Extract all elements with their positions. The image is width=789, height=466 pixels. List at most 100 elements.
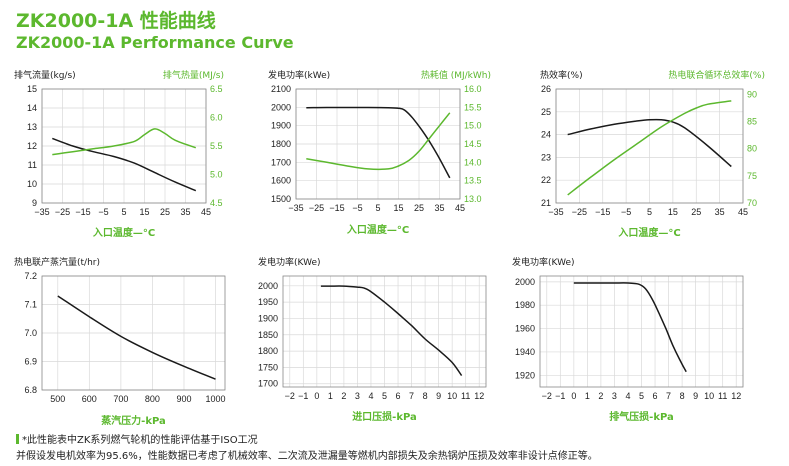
chart-1-y2-axis-label: 排气热量(MJ/s): [163, 69, 224, 81]
footnote-text-1: *此性能表中ZK系列燃气轮机的性能评估基于ISO工况: [22, 435, 258, 446]
chart-3-y2-tick-label: 75: [747, 171, 757, 181]
chart-5-x-tick-label: 0: [314, 391, 319, 401]
chart-3-y2-tick-label: 70: [747, 198, 757, 208]
chart-2-y-tick-label: 2100: [271, 84, 291, 94]
chart-1-x-tick-label: 15: [139, 207, 149, 217]
chart-6-series-1-line: [573, 282, 687, 373]
chart-5-series-1-line: [320, 285, 463, 377]
chart-2-y2-tick-label: 14.0: [464, 157, 482, 167]
footnote-line-1: *此性能表中ZK系列燃气轮机的性能评估基于ISO工况: [16, 431, 258, 446]
chart-1-y-axis-label: 排气流量(kg/s): [14, 69, 76, 81]
chart-6-x-tick-label: 4: [625, 391, 630, 401]
chart-2-y2-tick-label: 15.5: [464, 102, 482, 112]
chart-3-plot-frame: [555, 88, 744, 204]
chart-5-y-tick-label: 1750: [258, 362, 278, 372]
chart-6-x-tick-label: −2: [542, 391, 552, 401]
chart-2-x-tick-label: 35: [434, 203, 444, 213]
chart-4-y-tick-label: 6.9: [24, 357, 37, 367]
chart-2-x-tick-label: 45: [455, 203, 465, 213]
chart-6-x-tick-label: 6: [653, 391, 658, 401]
chart-2-y-tick-label: 1700: [271, 157, 291, 167]
chart-1-x-tick-label: −15: [75, 207, 90, 217]
chart-2-x-tick-label: −25: [309, 203, 324, 213]
chart-3-y2-tick-label: 90: [747, 89, 757, 99]
chart-5-x-tick-label: 8: [423, 391, 428, 401]
chart-3-y-tick-label: 25: [541, 107, 551, 117]
chart-6-y-tick-label: 1940: [515, 347, 535, 357]
chart-4-x-tick-label: 700: [113, 394, 128, 404]
chart-2-y-axis-label: 发电功率(kWe): [268, 69, 330, 81]
chart-5-plot-frame: [282, 275, 487, 388]
chart-5-x-tick-label: 12: [474, 391, 484, 401]
chart-3-x-tick-label: 15: [668, 207, 678, 217]
chart-6-y-axis-label: 发电功率(KWe): [512, 256, 575, 268]
chart-2-x-tick-label: −5: [352, 203, 362, 213]
chart-3-y-axis-label: 热效率(%): [540, 69, 583, 81]
chart-6-y-tick-label: 2000: [515, 277, 535, 287]
chart-4-y-tick-label: 7.0: [24, 328, 37, 338]
chart-1-y-tick-label: 14: [27, 103, 37, 113]
chart-1-y-tick-label: 15: [27, 84, 37, 94]
chart-6-x-tick-label: 2: [598, 391, 603, 401]
chart-5-x-tick-label: 5: [382, 391, 387, 401]
chart-1-series-2-line: [52, 128, 197, 156]
chart-4-x-tick-label: 500: [50, 394, 65, 404]
chart-1-y2-tick-label: 5.0: [210, 170, 223, 180]
chart-2-y-tick-label: 1900: [271, 121, 291, 131]
chart-3-y2-axis-label: 热电联合循环总效率(%): [668, 69, 765, 81]
page-title-en: ZK2000-1A Performance Curve: [16, 33, 294, 52]
chart-6-y-tick-label: 1980: [515, 300, 535, 310]
footnote-marker: [16, 434, 19, 444]
chart-1-x-tick-label: −5: [98, 207, 108, 217]
chart-4-y-tick-label: 7.1: [24, 300, 37, 310]
chart-3-x-tick-label: −35: [548, 207, 563, 217]
chart-5-x-tick-label: 11: [461, 391, 470, 401]
chart-3-series-1-line: [567, 118, 732, 168]
chart-6-y-tick-label: 1960: [515, 324, 535, 334]
chart-1-series-1-line: [52, 137, 197, 192]
chart-2-y2-tick-label: 13.0: [464, 194, 482, 204]
chart-5-x-tick-label: 4: [368, 391, 373, 401]
chart-4-y-axis-label: 热电联产蒸汽量(t/hr): [14, 256, 100, 268]
chart-6-x-tick-label: 1: [585, 391, 590, 401]
chart-3-x-tick-label: −5: [621, 207, 631, 217]
chart-5-x-tick-label: 10: [447, 391, 457, 401]
chart-3-x-tick-label: 35: [715, 207, 725, 217]
chart-6-x-tick-label: 12: [731, 391, 741, 401]
chart-2-y-tick-label: 1800: [271, 139, 291, 149]
footnote-line-2: 并假设发电机效率为95.6%，性能数据已考虑了机械效率、二次流及泄漏量等燃机内部…: [16, 451, 598, 462]
chart-2-y2-tick-label: 13.5: [464, 176, 482, 186]
chart-2-x-tick-label: −15: [329, 203, 344, 213]
chart-3-y-tick-label: 26: [541, 84, 551, 94]
chart-2-x-tick-label: 25: [414, 203, 424, 213]
chart-3-x-axis-label: 入口温度—°C: [618, 226, 680, 239]
chart-1-x-axis-label: 入口温度—°C: [93, 226, 155, 239]
chart-1-y2-tick-label: 5.5: [210, 141, 223, 151]
chart-3-y2-tick-label: 85: [747, 117, 757, 127]
chart-3-x-tick-label: −15: [595, 207, 610, 217]
chart-5-y-tick-label: 1900: [258, 313, 278, 323]
chart-6-y-tick-label: 1920: [515, 370, 535, 380]
chart-6-x-tick-label: 3: [612, 391, 617, 401]
chart-2-x-axis-label: 入口温度—°C: [347, 223, 409, 236]
chart-4-x-axis-label: 蒸汽压力-kPa: [101, 414, 166, 427]
chart-2-y-tick-label: 2000: [271, 102, 291, 112]
chart-1-y2-tick-label: 6.5: [210, 84, 223, 94]
chart-3-y2-tick-label: 80: [747, 144, 757, 154]
chart-1-x-tick-label: 45: [201, 207, 211, 217]
chart-2-y2-tick-label: 15.0: [464, 121, 482, 131]
chart-2-x-tick-label: −35: [288, 203, 303, 213]
chart-5-y-tick-label: 1950: [258, 297, 278, 307]
chart-5-y-tick-label: 1800: [258, 346, 278, 356]
chart-6-x-tick-label: 11: [718, 391, 727, 401]
chart-5-y-tick-label: 1850: [258, 330, 278, 340]
chart-5-y-tick-label: 1700: [258, 379, 278, 389]
chart-3-x-tick-label: −25: [572, 207, 587, 217]
chart-1-x-tick-label: −35: [34, 207, 49, 217]
chart-5-x-tick-label: 9: [436, 391, 441, 401]
chart-1-x-tick-label: −25: [55, 207, 70, 217]
chart-6-x-tick-label: 5: [639, 391, 644, 401]
chart-3-series-2-line: [567, 100, 732, 196]
chart-4-plot-frame: [41, 275, 226, 391]
chart-1-y2-tick-label: 4.5: [210, 198, 223, 208]
